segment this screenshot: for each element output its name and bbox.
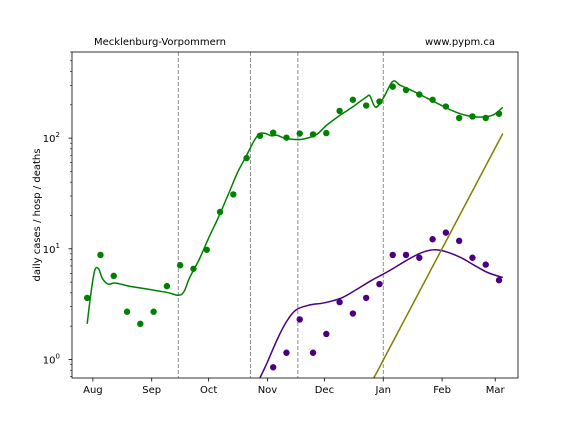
- hosp-data-point: [482, 261, 489, 268]
- cases-data-point: [216, 208, 224, 216]
- cases-data-point: [389, 83, 396, 90]
- cases-data-point: [176, 262, 184, 269]
- y-axis: 100 101 102: [43, 51, 72, 377]
- cases-data-point: [309, 131, 317, 138]
- cases-data-point: [190, 265, 197, 272]
- hosp-data-point: [495, 277, 503, 284]
- cases-data-point: [416, 91, 423, 98]
- x-tick-label: Aug: [83, 385, 103, 396]
- cases-data-point: [402, 86, 410, 94]
- cases-data-point: [296, 130, 303, 137]
- cases-data-point: [362, 102, 370, 109]
- hosp-data-point: [296, 316, 303, 323]
- data-points: [83, 83, 503, 371]
- phase-change-lines: [177, 52, 384, 378]
- cases-data-point: [495, 110, 503, 117]
- hosp-model-line: [259, 249, 504, 378]
- x-tick-label: Oct: [200, 385, 217, 396]
- cases-data-point: [283, 134, 290, 141]
- cases-data-point: [269, 129, 277, 136]
- y-axis-label: daily cases / hosp / deaths: [32, 149, 43, 282]
- cases-data-point: [123, 308, 131, 315]
- hosp-data-point: [429, 236, 436, 243]
- cases-data-point: [243, 154, 250, 162]
- cases-data-point: [137, 320, 144, 328]
- cases-data-point: [110, 272, 117, 280]
- cases-data-point: [376, 98, 383, 105]
- cases-data-point: [323, 129, 330, 137]
- hosp-data-point: [269, 364, 277, 371]
- hosp-data-point: [442, 229, 450, 236]
- cases-data-point: [455, 114, 463, 122]
- cases-data-point: [429, 96, 436, 103]
- hosp-data-point: [389, 251, 396, 259]
- cases-data-point: [230, 191, 237, 198]
- cases-data-point: [256, 132, 264, 139]
- cases-data-point: [442, 103, 450, 110]
- hosp-data-point: [376, 280, 383, 288]
- plot-frame: [71, 51, 519, 379]
- x-axis: Aug Sep Oct Nov Dec Jan Feb Mar: [83, 378, 506, 396]
- y-tick-label: 102: [43, 131, 60, 145]
- cases-model-line: [86, 80, 504, 324]
- cases-data-point: [349, 96, 357, 103]
- hosp-data-point: [455, 237, 463, 245]
- cases-data-point: [469, 113, 476, 120]
- cases-data-point: [97, 251, 104, 259]
- hosp-data-point: [402, 251, 410, 259]
- cases-data-point: [203, 246, 210, 253]
- cases-data-point: [150, 308, 157, 315]
- chart-title-left: Mecklenburg-Vorpommern: [94, 37, 226, 48]
- chart-title-right: www.pypm.ca: [425, 37, 495, 48]
- model-curves: [86, 80, 504, 378]
- y-tick-label: 100: [43, 352, 60, 366]
- cases-data-point: [482, 114, 489, 122]
- cases-data-point: [336, 107, 343, 115]
- hosp-data-point: [349, 310, 357, 317]
- deaths-model-line: [373, 133, 504, 378]
- x-tick-label: Jan: [375, 385, 391, 396]
- hosp-data-point: [309, 349, 317, 356]
- cases-data-point: [163, 282, 171, 290]
- hosp-data-point: [336, 298, 343, 306]
- x-tick-label: Mar: [486, 385, 506, 396]
- hosp-data-point: [469, 254, 476, 261]
- hosp-data-point: [416, 254, 423, 261]
- x-tick-label: Nov: [258, 385, 278, 396]
- cases-data-point: [83, 294, 91, 302]
- y-tick-label: 101: [43, 242, 60, 256]
- hosp-data-point: [283, 349, 290, 356]
- x-tick-label: Sep: [142, 385, 161, 396]
- hosp-data-point: [323, 330, 330, 338]
- hosp-data-point: [362, 294, 370, 302]
- x-tick-label: Dec: [315, 385, 334, 396]
- x-tick-label: Feb: [433, 385, 451, 396]
